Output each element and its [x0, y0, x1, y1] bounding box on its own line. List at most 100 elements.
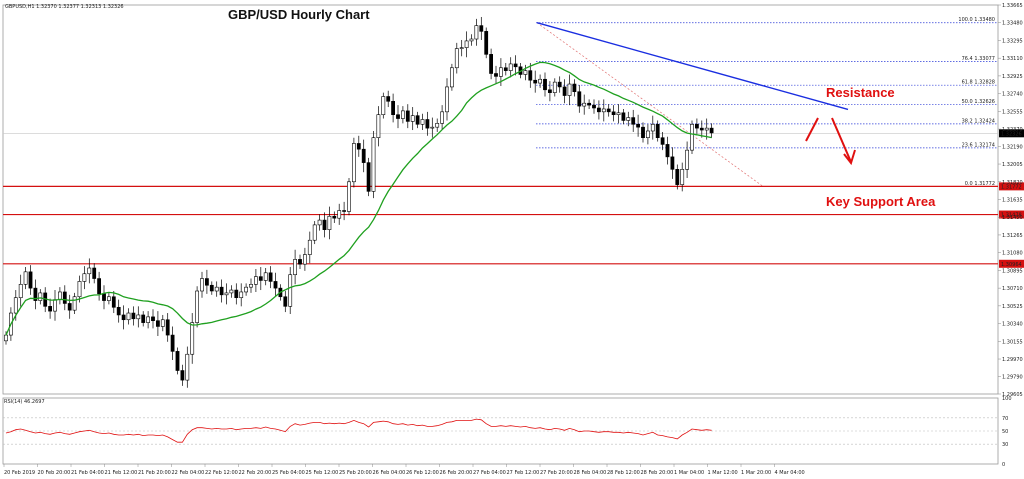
candle-body — [57, 291, 62, 300]
support-level-tag-label: 1.31772 — [1001, 184, 1022, 190]
candle-body — [587, 102, 592, 106]
candle-body — [494, 73, 498, 77]
candle-body — [102, 293, 106, 301]
candle-body — [254, 276, 258, 285]
candle-body — [665, 144, 670, 158]
price-tick-label: 1.31635 — [1002, 198, 1023, 204]
support-label: Key Support Area — [826, 194, 936, 209]
candle-body — [195, 290, 200, 323]
candle-body — [641, 126, 645, 139]
candle-body — [249, 283, 253, 288]
bearish-trend-line — [536, 22, 849, 111]
candle-body — [283, 296, 288, 307]
candle-body — [180, 370, 185, 381]
candle-body — [596, 107, 601, 113]
candle-body — [474, 25, 479, 40]
candle-body — [400, 110, 405, 119]
candle-body — [645, 130, 650, 139]
fib-level-label: 38.2 1.32424 — [962, 118, 995, 124]
candle-body — [361, 148, 366, 163]
candle-body — [513, 63, 518, 68]
candle-body — [469, 38, 474, 42]
price-tick-label: 1.33665 — [1002, 3, 1023, 9]
candle-body — [165, 319, 170, 336]
candle-body — [293, 259, 298, 276]
price-tick-label: 1.30710 — [1002, 286, 1023, 292]
candle-body — [72, 296, 77, 311]
candle-body — [28, 271, 33, 289]
time-tick-label: 1 Mar 20:00 — [741, 470, 771, 476]
resistance-label: Resistance — [826, 85, 895, 100]
candle-body — [302, 254, 307, 265]
candle-body — [606, 108, 611, 113]
candle-body — [136, 314, 141, 320]
support-level-tag-label: 1.30964 — [1001, 262, 1022, 268]
candle-body — [67, 303, 72, 311]
time-tick-label: 22 Feb 04:00 — [172, 470, 205, 476]
candle-body — [699, 127, 704, 131]
candle-body — [675, 169, 680, 185]
current-price-tag-label: 1.32326 — [1001, 131, 1022, 137]
candle-body — [185, 353, 190, 381]
candle-body — [685, 149, 690, 170]
rsi-tick-label: 100 — [1002, 396, 1012, 402]
time-tick-label: 22 Feb 20:00 — [239, 470, 272, 476]
time-tick-label: 27 Feb 20:00 — [540, 470, 573, 476]
candle-body — [111, 296, 116, 308]
candle-body — [234, 289, 239, 299]
time-tick-label: 28 Feb 20:00 — [641, 470, 674, 476]
fib-level-label: 0.0 1.31772 — [965, 181, 995, 187]
price-tick-label: 1.33295 — [1002, 38, 1023, 44]
candle-body — [356, 143, 361, 150]
time-tick-label: 28 Feb 04:00 — [574, 470, 607, 476]
candle-body — [317, 219, 322, 226]
candle-body — [577, 91, 582, 107]
candle-body — [498, 67, 503, 77]
candle-body — [464, 40, 469, 48]
time-tick-label: 22 Feb 12:00 — [205, 470, 238, 476]
time-tick-label: 26 Feb 20:00 — [440, 470, 473, 476]
candle-body — [508, 63, 513, 71]
fib-level-label: 23.6 1.32174 — [962, 142, 995, 148]
candle-body — [680, 169, 685, 185]
candle-body — [621, 112, 626, 121]
price-tick-label: 1.30155 — [1002, 339, 1023, 345]
candle-body — [484, 31, 489, 55]
candle-body — [410, 115, 415, 122]
time-tick-label: 25 Feb 04:00 — [272, 470, 305, 476]
time-tick-label: 20 Feb 2019 — [4, 470, 35, 476]
candle-body — [572, 83, 577, 93]
candle-body — [263, 272, 268, 281]
candle-body — [425, 119, 430, 129]
candle-body — [538, 78, 543, 84]
candle-body — [151, 316, 155, 322]
time-tick-label: 20 Feb 20:00 — [38, 470, 71, 476]
candle-body — [459, 47, 464, 49]
candle-body — [4, 334, 8, 342]
candle-body — [298, 259, 302, 265]
candle-body — [533, 79, 538, 84]
candle-body — [567, 83, 572, 96]
support-level-tag — [999, 210, 1024, 219]
time-tick-label: 1 Mar 04:00 — [674, 470, 704, 476]
candle-body — [229, 289, 234, 294]
price-tick-label: 1.29605 — [1002, 392, 1023, 398]
candle-body — [48, 306, 53, 312]
candle-body — [391, 100, 396, 116]
candle-body — [239, 291, 244, 299]
candle-body — [636, 123, 641, 128]
candle-body — [126, 312, 131, 321]
candle-body — [33, 287, 38, 301]
time-tick-label: 21 Feb 12:00 — [105, 470, 138, 476]
fib-level-label: 61.8 1.32828 — [962, 80, 995, 86]
price-tick-label: 1.33480 — [1002, 21, 1023, 27]
candle-body — [200, 278, 204, 292]
support-level-tag — [999, 182, 1024, 191]
candle-body — [82, 273, 87, 282]
candle-body — [655, 123, 660, 139]
price-tick-label: 1.32370 — [1002, 127, 1023, 133]
candle-body — [38, 292, 43, 301]
candle-body — [209, 284, 214, 292]
candle-body — [479, 25, 484, 32]
candle-body — [62, 291, 67, 304]
